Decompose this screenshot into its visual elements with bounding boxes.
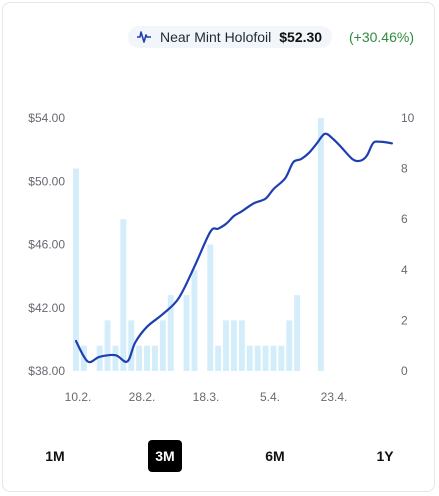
volume-tick-label: 8 xyxy=(401,162,408,176)
price-tick-label: $46.00 xyxy=(28,238,65,252)
date-tick-label: 18.3. xyxy=(193,390,220,404)
volume-bar[interactable] xyxy=(278,345,285,371)
price-tick-label: $38.00 xyxy=(28,364,65,378)
volume-bar[interactable] xyxy=(286,320,293,371)
price-tick-label: $42.00 xyxy=(28,301,65,315)
volume-bar[interactable] xyxy=(294,295,301,371)
volume-bar[interactable] xyxy=(167,295,174,371)
volume-bar[interactable] xyxy=(270,345,277,371)
volume-bars xyxy=(73,118,324,371)
date-tick-label: 23.4. xyxy=(321,390,348,404)
price-tick-label: $54.00 xyxy=(28,111,65,125)
volume-tick-label: 0 xyxy=(401,364,408,378)
volume-bar[interactable] xyxy=(73,168,79,371)
date-tick-label: 28.2. xyxy=(129,390,156,404)
series-name: Near Mint Holofoil xyxy=(160,29,272,45)
price-line xyxy=(74,132,393,364)
volume-tick-label: 6 xyxy=(401,212,408,226)
price-chart: $54.00 $50.00 $46.00 $42.00 $38.00 10 8 6 4 2 0 1… xyxy=(28,111,415,404)
current-price: $52.30 xyxy=(279,29,323,45)
volume-bar[interactable] xyxy=(223,320,229,371)
volume-bar[interactable] xyxy=(120,219,127,371)
volume-bar[interactable] xyxy=(104,320,111,371)
range-6m-button[interactable]: 6M xyxy=(265,448,285,464)
volume-bar[interactable] xyxy=(128,320,135,371)
volume-bar[interactable] xyxy=(96,345,103,371)
series-legend[interactable]: Near Mint Holofoil $52.30 xyxy=(128,26,333,48)
date-axis: 10.2. 28.2. 18.3. 5.4. 23.4. xyxy=(65,390,348,404)
volume-bar[interactable] xyxy=(191,269,198,371)
date-tick-label: 5.4. xyxy=(260,390,280,404)
volume-bar[interactable] xyxy=(112,345,119,371)
date-tick-label: 10.2. xyxy=(65,390,92,404)
volume-bar[interactable] xyxy=(262,345,269,371)
volume-bar[interactable] xyxy=(159,320,166,371)
volume-bar[interactable] xyxy=(207,244,214,372)
range-3m-button[interactable]: 3M xyxy=(148,440,182,472)
price-change: (+30.46%) xyxy=(349,29,414,45)
volume-bar[interactable] xyxy=(231,320,237,371)
volume-bar[interactable] xyxy=(254,345,261,371)
volume-bar[interactable] xyxy=(215,345,222,371)
volume-tick-label: 2 xyxy=(401,313,408,327)
volume-axis: 10 8 6 4 2 0 xyxy=(401,111,415,378)
volume-bar[interactable] xyxy=(183,295,190,371)
volume-bar[interactable] xyxy=(152,345,158,371)
volume-bar[interactable] xyxy=(238,320,245,371)
volume-tick-label: 10 xyxy=(401,111,415,125)
volume-tick-label: 4 xyxy=(401,263,408,277)
price-tick-label: $50.00 xyxy=(28,174,65,188)
line-chart-icon xyxy=(137,31,151,43)
price-axis: $54.00 $50.00 $46.00 $42.00 $38.00 xyxy=(28,111,65,378)
range-selector: 1M 3M 6M 1Y xyxy=(0,440,439,474)
range-1m-button[interactable]: 1M xyxy=(45,448,65,464)
volume-bar[interactable] xyxy=(246,345,253,371)
volume-bar[interactable] xyxy=(144,345,150,371)
volume-bar[interactable] xyxy=(317,118,324,371)
volume-bar[interactable] xyxy=(136,345,143,371)
range-1y-button[interactable]: 1Y xyxy=(376,448,394,464)
